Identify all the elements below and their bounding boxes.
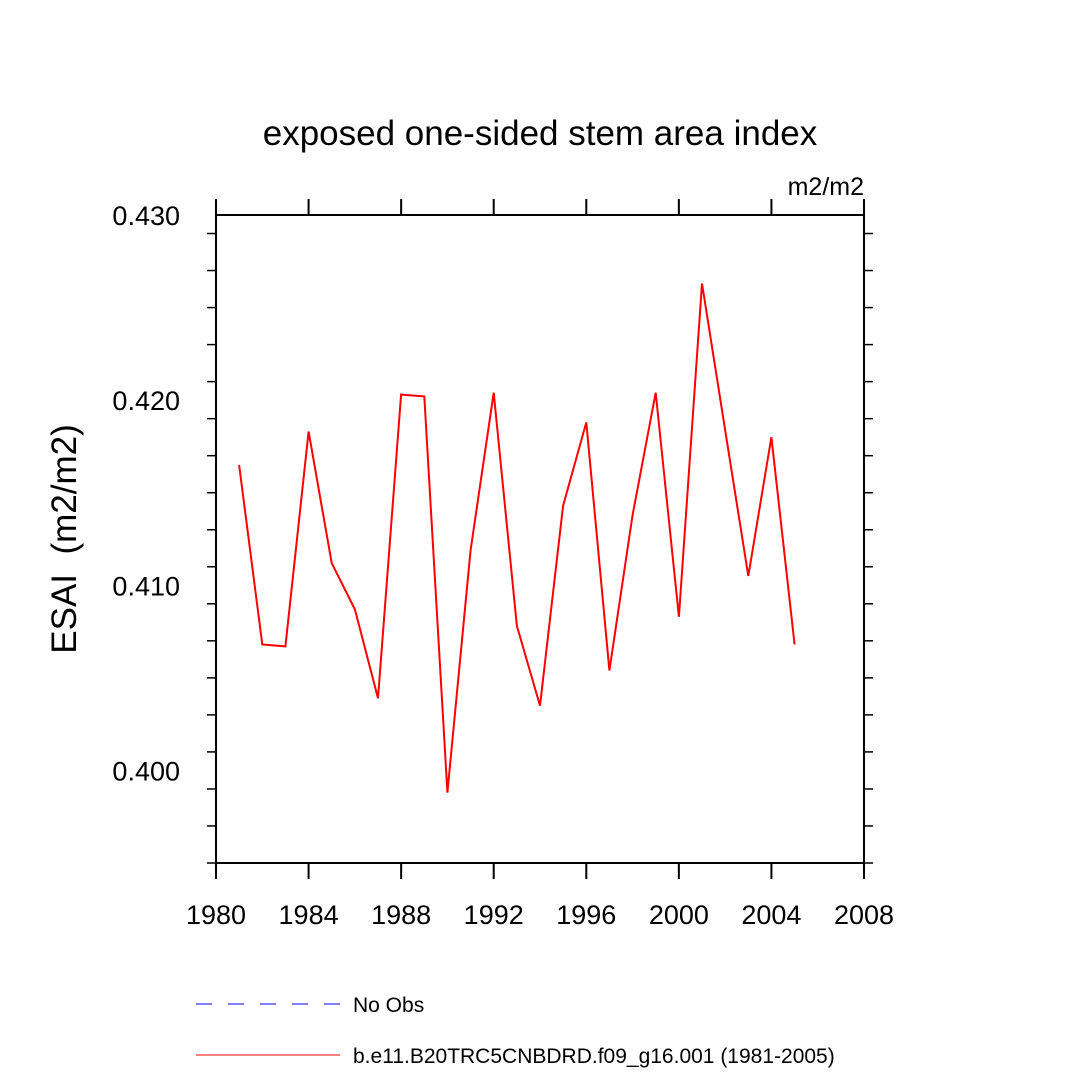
- y-tick-label: 0.430: [112, 201, 180, 231]
- x-tick-label: 1992: [464, 900, 524, 930]
- x-tick-label: 2004: [741, 900, 801, 930]
- axis-ticks: [207, 199, 873, 879]
- x-tick-label: 1984: [279, 900, 339, 930]
- plot-frame: [215, 214, 865, 864]
- y-tick-label: 0.400: [112, 756, 180, 786]
- x-tick-label: 2008: [834, 900, 894, 930]
- x-tick-label: 1996: [556, 900, 616, 930]
- series-group: [238, 283, 796, 793]
- series-line: [238, 283, 796, 793]
- legend-label: No Obs: [353, 994, 424, 1017]
- x-tick-label: 1980: [186, 900, 246, 930]
- axis-tick-labels: 1980 1984 1988 1992 1996 2000 2004 2008 0.400 0.4…: [112, 201, 894, 930]
- x-tick-label: 2000: [649, 900, 709, 930]
- chart-title: exposed one-sided stem area index: [263, 114, 818, 153]
- y-tick-label: 0.410: [112, 571, 180, 601]
- legend-label: b.e11.B20TRC5CNBDRD.f09_g16.001 (1981-20…: [353, 1045, 835, 1068]
- legend: No Obs b.e11.B20TRC5CNBDRD.f09_g16.001 (1…: [196, 994, 835, 1068]
- y-axis-title: ESAI (m2/m2): [45, 424, 84, 653]
- y-tick-label: 0.420: [112, 386, 180, 416]
- x-tick-label: 1988: [371, 900, 431, 930]
- units-label: m2/m2: [788, 173, 864, 201]
